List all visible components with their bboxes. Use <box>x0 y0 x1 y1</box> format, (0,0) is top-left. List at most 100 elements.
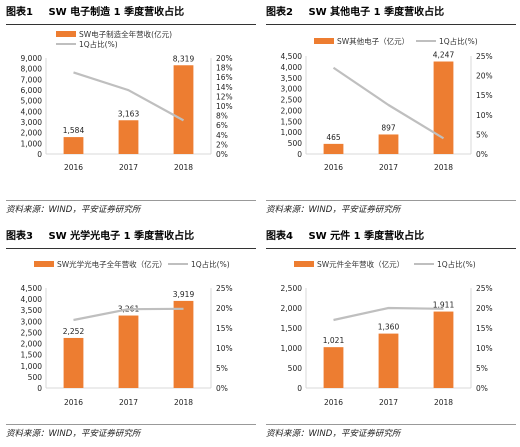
left-tick-label: 5,000 <box>21 97 43 106</box>
source-note: 资料来源：WIND，平安证券研究所 <box>6 429 141 439</box>
left-tick-label: 4,500 <box>281 52 303 61</box>
right-tick-label: 15% <box>216 324 233 333</box>
right-tick-label: 0% <box>476 150 488 159</box>
legend-bar-swatch <box>34 261 54 267</box>
chart-panel-2: 图表2 SW 其他电子 1 季度营收占比 SW其他电子（亿元） 1Q占比(%) 0 5… <box>266 0 516 223</box>
source-rule <box>6 200 256 201</box>
chart-svg: SW元件全年营收（亿元） 1Q占比(%) 0 500 1,000 1,500 2,000 2,… <box>281 259 493 407</box>
panel-title: 图表1 SW 电子制造 1 季度营收占比 <box>6 6 256 22</box>
category-label: 2016 <box>64 163 83 172</box>
source-note: 资料来源：WIND，平安证券研究所 <box>266 205 401 215</box>
right-tick-label: 25% <box>476 52 493 61</box>
bar-series: 1,584 3,163 8,319 <box>63 54 194 154</box>
bar <box>323 143 344 154</box>
left-tick-label: 3,000 <box>21 317 43 326</box>
right-axis: 0% 5% 10% 15% 20% 25% <box>210 284 233 393</box>
bar <box>63 137 84 154</box>
bar-data-label: 3,919 <box>173 290 195 299</box>
right-tick-label: 6% <box>216 121 228 130</box>
right-tick-label: 8% <box>216 112 228 121</box>
left-tick-label: 500 <box>28 373 43 382</box>
bar-data-label: 897 <box>381 123 396 132</box>
category-label: 2018 <box>434 163 453 172</box>
figure-label: 图表3 <box>6 231 33 242</box>
left-tick-label: 1,000 <box>21 139 43 148</box>
title-rule <box>266 248 516 249</box>
left-tick-label: 1,500 <box>21 351 43 360</box>
chart-title: SW 电子制造 1 季度营收占比 <box>48 7 185 18</box>
bar-data-label: 1,584 <box>63 126 85 135</box>
right-tick-label: 15% <box>476 324 493 333</box>
left-tick-label: 0 <box>37 150 42 159</box>
right-axis: 0%2%4%6%8%10%12%14%16%18%20% <box>210 54 233 159</box>
panel-title: 图表2 SW 其他电子 1 季度营收占比 <box>266 6 516 22</box>
bar <box>173 300 194 388</box>
category-label: 2016 <box>64 398 83 407</box>
x-axis: 2016 2017 2018 <box>64 163 193 172</box>
figure-label: 图表2 <box>266 7 293 18</box>
right-tick-label: 20% <box>216 304 233 313</box>
right-tick-label: 2% <box>216 140 228 149</box>
left-tick-label: 9,000 <box>21 54 43 63</box>
bar <box>118 315 139 388</box>
bar-data-label: 3,163 <box>118 109 140 118</box>
bar <box>433 61 454 154</box>
left-tick-label: 2,500 <box>281 284 303 293</box>
x-axis: 2016 2017 2018 <box>324 163 453 172</box>
right-tick-label: 10% <box>476 344 493 353</box>
right-tick-label: 10% <box>216 344 233 353</box>
legend-line-label: 1Q占比(%) <box>439 36 478 46</box>
right-axis: 0% 5% 10% 15% 20% 25% <box>470 52 493 159</box>
category-label: 2017 <box>119 163 138 172</box>
left-tick-label: 2,000 <box>281 106 303 115</box>
category-label: 2018 <box>174 398 193 407</box>
bar-data-label: 1,360 <box>378 323 400 332</box>
bar <box>433 311 454 388</box>
legend: SW其他电子（亿元） 1Q占比(%) <box>314 36 478 46</box>
legend-bar-label: SW电子制造全年营收(亿元) <box>79 29 172 39</box>
right-tick-label: 15% <box>476 91 493 100</box>
bar <box>173 65 194 154</box>
left-tick-label: 2,000 <box>21 129 43 138</box>
left-tick-label: 2,500 <box>281 96 303 105</box>
chart-title: SW 其他电子 1 季度营收占比 <box>308 7 445 18</box>
left-tick-label: 4,000 <box>21 295 43 304</box>
chart-panel-4: 图表4 SW 元件 1 季度营收占比 SW元件全年营收（亿元） 1Q占比(%) 0 5… <box>266 224 516 447</box>
right-tick-label: 25% <box>476 284 493 293</box>
bar <box>378 134 399 154</box>
left-tick-label: 4,000 <box>281 63 303 72</box>
source-note: 资料来源：WIND，平安证券研究所 <box>266 429 401 439</box>
left-tick-label: 3,500 <box>281 74 303 83</box>
bar-data-label: 1,911 <box>433 301 455 310</box>
title-rule <box>6 248 256 249</box>
figure-label: 图表4 <box>266 231 293 242</box>
source-note: 资料来源：WIND，平安证券研究所 <box>6 205 141 215</box>
bar <box>118 120 139 154</box>
bar-series: 465 897 4,247 <box>323 51 455 154</box>
bar-data-label: 1,021 <box>323 336 345 345</box>
figure-label: 图表1 <box>6 7 33 18</box>
bar-data-label: 4,247 <box>433 51 455 60</box>
bar <box>378 333 399 388</box>
source-rule <box>266 424 516 425</box>
left-tick-label: 3,500 <box>21 306 43 315</box>
left-axis: 0 500 1,000 1,500 2,000 2,500 <box>281 284 307 393</box>
title-rule <box>6 24 256 25</box>
left-tick-label: 0 <box>297 384 302 393</box>
category-label: 2017 <box>379 163 398 172</box>
bar <box>323 347 344 388</box>
x-axis: 2016 2017 2018 <box>324 398 453 407</box>
right-tick-label: 16% <box>216 73 233 82</box>
category-label: 2018 <box>434 398 453 407</box>
legend-line-label: 1Q占比(%) <box>79 39 118 49</box>
legend-bar-swatch <box>56 31 76 37</box>
right-tick-label: 5% <box>476 130 488 139</box>
left-tick-label: 3,000 <box>21 118 43 127</box>
left-tick-label: 8,000 <box>21 65 43 74</box>
source-rule <box>266 200 516 201</box>
right-tick-label: 0% <box>476 384 488 393</box>
right-tick-label: 0% <box>216 150 228 159</box>
legend-bar-label: SW元件全年营收（亿元） <box>317 259 404 269</box>
